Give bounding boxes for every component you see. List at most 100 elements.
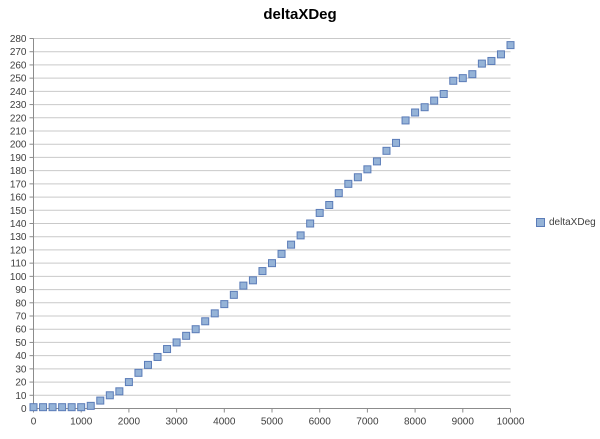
- data-point: [96, 396, 105, 405]
- y-tick-label: 80: [15, 298, 27, 309]
- data-point: [268, 259, 276, 268]
- data-point: [477, 59, 486, 68]
- data-point: [153, 352, 162, 361]
- y-tick-label: 40: [15, 351, 27, 362]
- data-point: [277, 249, 286, 258]
- data-point: [248, 276, 257, 285]
- y-tick-label: 180: [10, 166, 27, 177]
- x-tick-label: 7000: [356, 417, 379, 428]
- data-point: [496, 50, 505, 59]
- y-tick-label: 30: [15, 364, 27, 375]
- y-tick-label: 110: [11, 259, 27, 270]
- y-tick-label: 270: [10, 47, 27, 58]
- data-point: [86, 401, 95, 410]
- x-tick-label: 1000: [70, 417, 93, 428]
- chart-title: deltaXDeg: [263, 6, 337, 23]
- data-point: [325, 201, 334, 209]
- data-point: [392, 138, 401, 147]
- data-point: [172, 338, 181, 347]
- series-deltaXDeg: [29, 41, 515, 412]
- x-tick-label: 6000: [309, 417, 332, 428]
- y-tick-label: 280: [10, 34, 27, 45]
- data-point: [458, 74, 467, 83]
- data-point: [258, 267, 267, 276]
- y-tick-label: 260: [10, 60, 27, 71]
- x-tick-label: 9000: [452, 417, 475, 428]
- x-tick-label: 5000: [261, 417, 284, 428]
- data-point: [39, 403, 48, 412]
- data-point: [296, 231, 305, 240]
- y-tick-label: 160: [10, 193, 27, 204]
- y-tick-label: 10: [15, 391, 27, 402]
- data-point: [363, 165, 372, 174]
- legend: deltaXDeg: [536, 217, 596, 228]
- y-tick-label: 60: [15, 325, 27, 336]
- data-point: [29, 403, 38, 412]
- y-tick-label: 0: [21, 404, 27, 415]
- x-tick-label: 4000: [213, 417, 236, 428]
- legend-marker-icon: [536, 218, 545, 227]
- y-tick-label: 100: [10, 272, 27, 283]
- gridlines: [33, 38, 511, 396]
- data-point: [439, 90, 448, 98]
- y-tick-label: 210: [10, 127, 27, 138]
- data-point: [449, 76, 458, 85]
- data-point: [115, 387, 124, 396]
- data-point: [143, 360, 152, 369]
- data-point: [239, 281, 248, 290]
- data-point: [229, 290, 238, 299]
- x-tick-label: 3000: [165, 417, 188, 428]
- y-tick-label: 70: [15, 312, 27, 323]
- x-tick-label: 10000: [497, 417, 525, 428]
- data-point: [77, 403, 86, 412]
- y-tick-label: 200: [10, 140, 27, 151]
- x-tick-label: 0: [31, 417, 37, 428]
- data-point: [182, 331, 191, 340]
- y-tick-label: 230: [10, 100, 27, 111]
- y-tick-label: 220: [10, 113, 27, 124]
- data-point: [67, 403, 76, 412]
- x-tick-label: 8000: [404, 417, 427, 428]
- y-tick-label: 170: [10, 179, 27, 190]
- x-tick-label: 2000: [118, 417, 141, 428]
- data-point: [163, 345, 172, 354]
- data-point: [134, 368, 143, 377]
- data-point: [201, 317, 210, 326]
- data-point: [220, 300, 229, 309]
- y-tick-label: 190: [10, 153, 27, 164]
- data-point: [58, 403, 67, 412]
- y-tick-labels: 0 10 20 30 40 50 60 70 80 90 100 110 120 130 140 150 160…: [10, 34, 34, 415]
- y-tick-label: 140: [10, 219, 27, 230]
- data-point: [353, 173, 362, 182]
- y-tick-label: 20: [15, 378, 27, 389]
- data-point: [105, 391, 114, 400]
- y-tick-label: 250: [10, 74, 27, 85]
- data-point: [334, 189, 343, 198]
- data-point: [315, 208, 324, 217]
- data-point: [124, 378, 133, 387]
- data-point: [411, 108, 420, 117]
- y-tick-label: 50: [15, 338, 27, 349]
- data-point: [306, 219, 315, 228]
- y-tick-label: 130: [10, 232, 27, 243]
- data-point: [487, 56, 496, 65]
- data-point: [420, 103, 429, 112]
- data-point: [48, 403, 57, 412]
- y-tick-label: 120: [10, 245, 27, 256]
- data-point: [382, 146, 391, 155]
- data-point: [506, 41, 515, 50]
- y-tick-label: 240: [10, 87, 27, 98]
- x-tick-labels: 0 1000 2000 3000 4000 5000 6000 7000 8000 9000 100…: [31, 408, 525, 428]
- y-tick-label: 150: [10, 206, 27, 217]
- data-point: [191, 325, 200, 334]
- data-point: [401, 116, 410, 125]
- data-point: [430, 96, 439, 105]
- data-point: [210, 309, 219, 318]
- legend-label: deltaXDeg: [549, 217, 596, 228]
- data-point: [287, 240, 296, 249]
- data-point: [372, 157, 381, 166]
- y-tick-label: 90: [15, 285, 27, 296]
- data-point: [344, 179, 353, 188]
